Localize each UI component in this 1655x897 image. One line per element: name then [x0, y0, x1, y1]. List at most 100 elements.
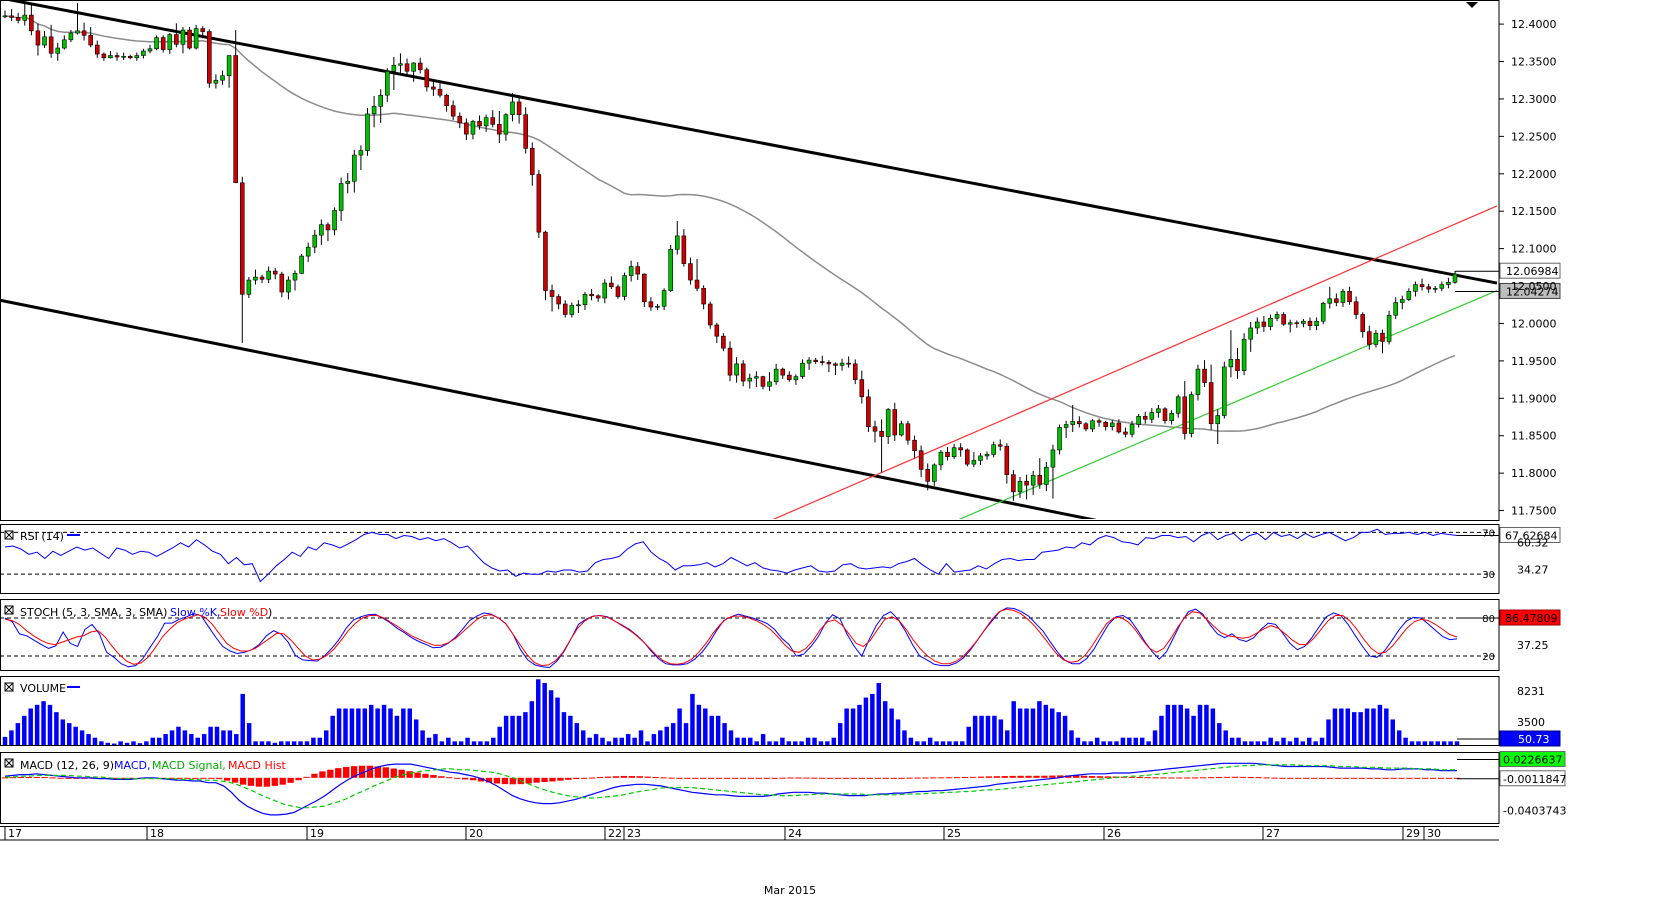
- candle: [358, 145, 364, 171]
- volume-bar: [176, 726, 181, 745]
- macd-hist-bar: [573, 777, 580, 780]
- volume-bar: [1435, 741, 1440, 745]
- volume-bar: [908, 737, 914, 745]
- candle-up: [1070, 421, 1076, 425]
- candle: [378, 89, 383, 123]
- macd-hist-bar: [422, 773, 429, 778]
- candle: [1077, 416, 1082, 428]
- candle: [866, 389, 871, 432]
- volume-bar: [670, 723, 676, 745]
- candle-up: [121, 55, 126, 58]
- macd-hist-bar: [1422, 777, 1429, 779]
- candle: [991, 441, 996, 458]
- candle-up: [628, 266, 634, 276]
- candle-down: [589, 293, 594, 297]
- macd-hist-bar: [747, 777, 754, 779]
- macd-hist-bar: [668, 777, 675, 779]
- rsi-scale-label: 60.32: [1517, 536, 1549, 549]
- candle-up: [1248, 327, 1253, 340]
- candle: [114, 52, 120, 61]
- volume-bar: [497, 726, 502, 745]
- volume-bar: [837, 723, 843, 745]
- volume-bar: [863, 697, 869, 745]
- candle: [859, 370, 865, 404]
- macd-hist-bar: [644, 776, 651, 778]
- volume-bar: [163, 734, 168, 745]
- volume-bar: [703, 708, 708, 745]
- candle: [490, 110, 496, 128]
- macd-hist-bar: [1311, 777, 1318, 779]
- candle-down: [1182, 396, 1188, 434]
- macd-legend-hist: MACD Hist: [228, 759, 287, 772]
- candle: [707, 301, 713, 329]
- price-tag-label: 12.06984: [1506, 265, 1559, 278]
- candle-down: [813, 359, 818, 362]
- candle: [279, 271, 285, 298]
- candle: [1406, 288, 1412, 302]
- volume-bar: [857, 704, 862, 745]
- candle: [1123, 427, 1128, 438]
- candle-down: [431, 86, 436, 90]
- candle: [1182, 381, 1188, 440]
- macd-hist-bar: [1263, 777, 1270, 779]
- macd-hist-bar: [454, 777, 461, 779]
- volume-bar: [1384, 708, 1389, 745]
- volume-bar: [548, 690, 554, 745]
- volume-bar: [144, 741, 149, 745]
- volume-bar: [15, 723, 21, 745]
- volume-bar: [491, 737, 496, 745]
- candle: [1149, 408, 1155, 424]
- price-tick-label: 12.2000: [1511, 168, 1557, 181]
- macd-hist-bar: [1279, 777, 1286, 779]
- volume-bar: [780, 737, 785, 745]
- volume-bar: [613, 737, 618, 745]
- candle-up: [1446, 282, 1451, 285]
- candle: [582, 292, 588, 310]
- macd-hist-bar: [485, 777, 493, 783]
- volume-bar: [632, 737, 637, 745]
- candle-down: [635, 266, 641, 275]
- candle-down: [207, 31, 212, 84]
- candle: [299, 253, 304, 275]
- candle-up: [793, 376, 799, 380]
- candle: [464, 118, 469, 141]
- candle: [1189, 391, 1194, 438]
- candle: [569, 302, 575, 318]
- macd-hist-bar: [922, 777, 929, 779]
- candle-up: [213, 79, 219, 84]
- volume-bar: [934, 741, 939, 745]
- candle: [1103, 420, 1108, 431]
- macd-hist-bar: [1128, 776, 1135, 778]
- candle: [642, 273, 647, 308]
- candle-up: [75, 30, 80, 34]
- close-icon-x2: [4, 605, 14, 615]
- macd-hist-bar: [636, 776, 643, 778]
- macd-hist-bar: [382, 767, 390, 778]
- stoch-level-label: 20: [1482, 652, 1495, 663]
- candle: [48, 24, 54, 58]
- volume-bar: [516, 715, 522, 745]
- candle-up: [332, 210, 337, 231]
- candle: [246, 277, 252, 299]
- candle: [1024, 474, 1029, 500]
- candle-up: [1057, 427, 1062, 451]
- volume-bar: [523, 712, 528, 745]
- candle-up: [312, 234, 318, 248]
- candle-up: [1156, 408, 1161, 413]
- candle-down: [826, 362, 832, 365]
- volume-bar: [748, 737, 753, 745]
- macd-hist-bar: [1303, 777, 1310, 779]
- volume-bar: [356, 708, 361, 745]
- candle: [1063, 420, 1069, 438]
- volume-bar: [182, 730, 188, 745]
- volume-bar: [1422, 741, 1428, 745]
- candle: [88, 27, 93, 48]
- macd-hist-bar: [708, 777, 715, 779]
- price-tag-label: 12.04274: [1506, 285, 1559, 298]
- candle-up: [1274, 314, 1280, 319]
- candle-up: [253, 276, 258, 281]
- volume-bar: [1403, 737, 1408, 745]
- macd-hist-bar: [1088, 776, 1096, 778]
- candle: [503, 113, 509, 141]
- volume-bar: [844, 708, 849, 745]
